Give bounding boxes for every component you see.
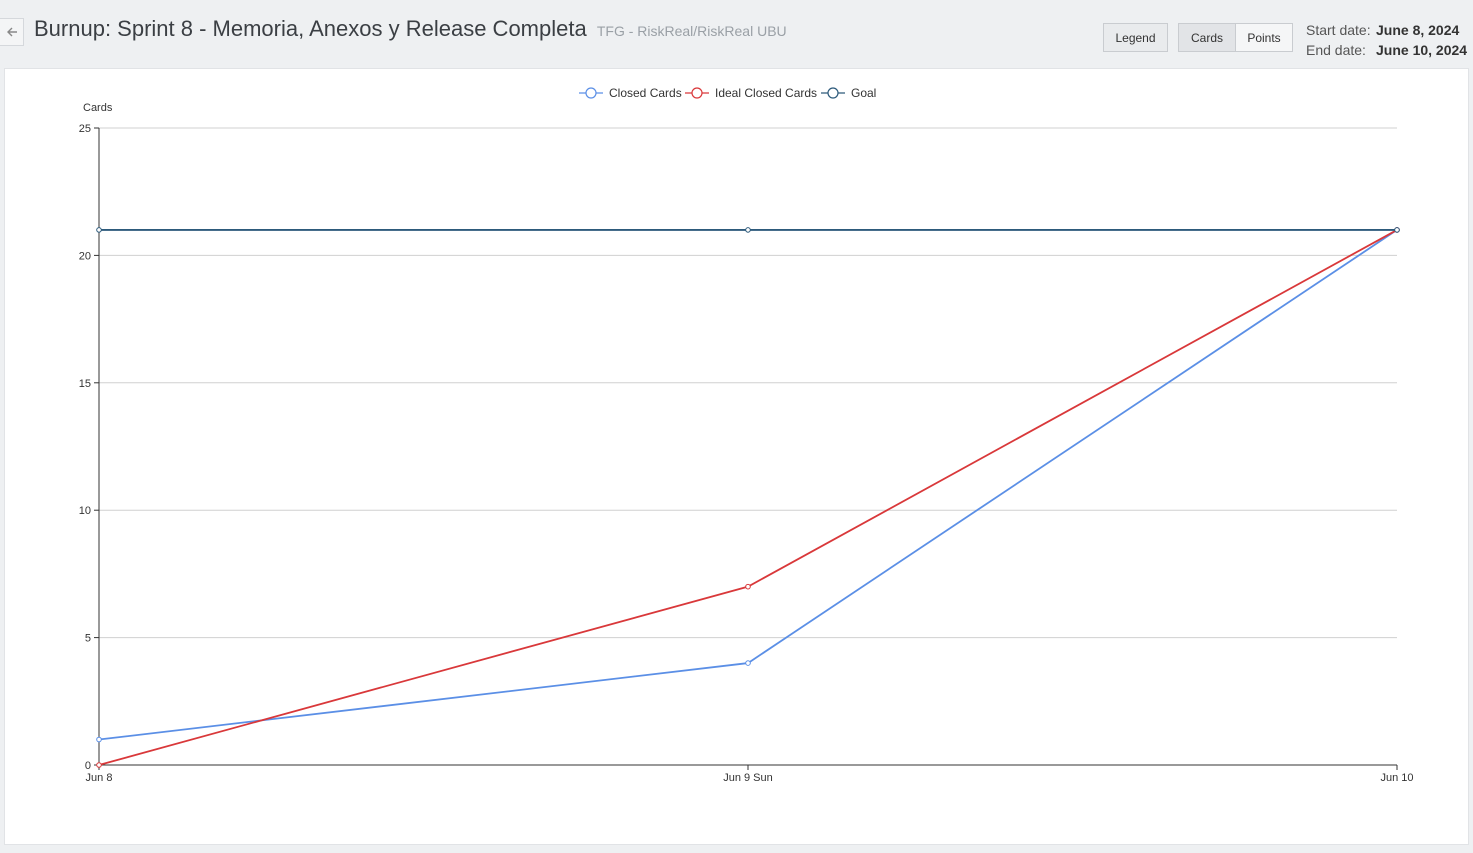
data-point bbox=[96, 227, 102, 233]
y-tick-label: 15 bbox=[79, 378, 91, 390]
page-title: Burnup: Sprint 8 - Memoria, Anexos y Rel… bbox=[34, 16, 787, 42]
x-tick-label: Jun 10 bbox=[1380, 772, 1413, 784]
data-point bbox=[96, 736, 102, 743]
points-button[interactable]: Points bbox=[1235, 23, 1293, 52]
y-tick-label: 20 bbox=[79, 250, 91, 262]
burnup-chart: 0 5 10 15 20 25 Cards Jun 8 Jun 9 Sun Jun 10 Close… bbox=[79, 86, 1414, 784]
y-tick-label: 0 bbox=[85, 760, 91, 772]
data-point bbox=[745, 660, 751, 666]
back-arrow-icon[interactable] bbox=[0, 18, 24, 46]
start-date-label: Start date: bbox=[1306, 22, 1371, 38]
header: Burnup: Sprint 8 - Memoria, Anexos y Rel… bbox=[0, 0, 1473, 68]
legend-label: Goal bbox=[851, 86, 876, 100]
y-tick-label: 10 bbox=[79, 505, 91, 517]
sprint-dates: Start date: June 8, 2024 End date: June … bbox=[1306, 20, 1467, 60]
legend-item: Ideal Closed Cards bbox=[685, 86, 817, 100]
legend-item: Closed Cards bbox=[579, 86, 682, 100]
chart-panel: 0 5 10 15 20 25 Cards Jun 8 Jun 9 Sun Jun 10 Close… bbox=[4, 68, 1469, 845]
series-line-ideal-closed-cards bbox=[98, 229, 1398, 766]
legend-marker bbox=[691, 87, 703, 99]
legend-marker bbox=[827, 87, 839, 99]
legend-button[interactable]: Legend bbox=[1103, 23, 1168, 52]
board-subtitle: TFG - RiskReal/RiskReal UBU bbox=[596, 23, 787, 39]
end-date-label: End date: bbox=[1306, 42, 1366, 58]
legend-label: Closed Cards bbox=[609, 86, 682, 100]
legend-item: Goal bbox=[821, 86, 876, 100]
y-tick-label: 5 bbox=[85, 633, 91, 645]
data-point bbox=[745, 227, 751, 233]
x-tick-label: Jun 9 Sun bbox=[723, 772, 773, 784]
y-tick-label: 25 bbox=[79, 123, 91, 135]
end-date-value: June 10, 2024 bbox=[1376, 42, 1468, 58]
data-point bbox=[745, 583, 751, 590]
title-text: Burnup: Sprint 8 - Memoria, Anexos y Rel… bbox=[34, 16, 587, 41]
cards-button[interactable]: Cards bbox=[1178, 23, 1235, 52]
start-date-value: June 8, 2024 bbox=[1376, 22, 1460, 38]
data-point bbox=[1394, 227, 1400, 233]
legend-label: Ideal Closed Cards bbox=[715, 86, 817, 100]
legend-marker bbox=[585, 87, 597, 99]
data-point bbox=[96, 762, 102, 768]
x-tick-label: Jun 8 bbox=[86, 772, 113, 784]
y-axis-label: Cards bbox=[83, 102, 113, 114]
